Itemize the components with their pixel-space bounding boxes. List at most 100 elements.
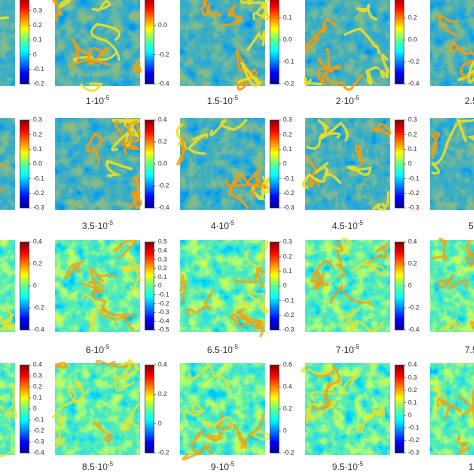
colorbar-tick-label: 0.1 bbox=[408, 146, 417, 153]
label-exponent: -5 bbox=[229, 221, 235, 227]
colorbar-tick-label: -0.3 bbox=[408, 205, 420, 212]
heatmap-image bbox=[429, 363, 474, 456]
colorbar: 0.4 0.2 0 -0.2 -0.4 bbox=[394, 239, 420, 334]
label-exponent: -5 bbox=[233, 345, 239, 351]
colorbar-scale bbox=[394, 119, 405, 209]
panel-row: 0.40.30.20.10-0.1-0.20.20.0-0.2-0.40.20.… bbox=[0, 0, 474, 106]
colorbar-tick-label: -0.1 bbox=[33, 175, 45, 182]
panel-label: 9·10-5 bbox=[211, 462, 235, 472]
label-exponent: -5 bbox=[229, 462, 235, 468]
colorbar-scale bbox=[394, 0, 405, 85]
colorbar-tick-label: -0.3 bbox=[283, 205, 295, 212]
heatmap-image bbox=[55, 239, 142, 334]
colorbar-tick-label: 0.0 bbox=[158, 22, 167, 29]
panel-label: 1· bbox=[468, 462, 474, 472]
colorbar-tick-label: 0.4 bbox=[33, 239, 42, 246]
colorbar-tick-label: -0.1 bbox=[33, 66, 45, 73]
label-base: 1·10 bbox=[86, 96, 104, 106]
label-base: 2·10 bbox=[336, 96, 354, 106]
colorbar-tick-label: 0.2 bbox=[33, 22, 42, 29]
colorbar: 0.4 0.3 0.2 0.1 0 -0.1 -0.2 -0.3 -0.4 bbox=[19, 362, 45, 457]
heatmap-image bbox=[300, 363, 390, 455]
heatmap-image bbox=[180, 363, 272, 461]
colorbar-tick-label: 0.4 bbox=[158, 362, 167, 369]
panel-label: 8.5·10-5 bbox=[82, 462, 114, 472]
colorbar-tick-label: 0.4 bbox=[408, 239, 417, 246]
panel-row: 0.3 0.2 0.1 0.0 -0.1 -0.2 -0.3 0.4 0.2 0.0 -0.2 -0.… bbox=[0, 117, 474, 231]
colorbar-tick-label: -0.2 bbox=[33, 305, 45, 312]
colorbar-tick-label: -0.1 bbox=[283, 59, 295, 66]
colorbar-scale bbox=[144, 241, 155, 331]
heatmap-image bbox=[175, 118, 272, 210]
colorbar-tick-label: 0.1 bbox=[408, 399, 417, 406]
colorbar: 0.40.20.0-0.2-0.4 bbox=[394, 0, 420, 88]
colorbar-tick-label: 0.6 bbox=[283, 362, 292, 369]
colorbar-tick-label: -0.2 bbox=[158, 300, 170, 307]
label-exponent: -5 bbox=[354, 96, 360, 102]
colorbar-tick-label: 0 bbox=[283, 161, 287, 168]
heatmap-image bbox=[178, 240, 269, 338]
colorbar-tick-label: -0.2 bbox=[408, 437, 420, 444]
colorbar-tick-label: 0 bbox=[158, 420, 162, 427]
colorbar-scale bbox=[144, 0, 155, 85]
label-base: 9.5·10 bbox=[332, 462, 358, 472]
colorbar: 0.3 0.2 0.1 0 -0.1 -0.2 -0.3 bbox=[269, 117, 295, 212]
colorbar-tick-label: -0.4 bbox=[158, 318, 170, 325]
colorbar-tick-label: 0 bbox=[408, 283, 412, 290]
panel-label: 4·10-5 bbox=[211, 221, 235, 231]
colorbar-tick-label: 0.0 bbox=[33, 161, 42, 168]
colorbar-scale bbox=[269, 119, 280, 209]
colorbar-tick-label: 0.1 bbox=[158, 274, 167, 281]
colorbar-tick-label: 0.0 bbox=[408, 37, 417, 44]
colorbar: 0.20.10.0-0.1-0.2 bbox=[269, 0, 295, 88]
heatmap-image bbox=[0, 363, 18, 458]
label-exponent: -5 bbox=[354, 345, 360, 351]
colorbar-tick-label: 0.2 bbox=[33, 261, 42, 268]
colorbar-tick-label: 0.2 bbox=[283, 253, 292, 260]
panel-label: 7.5· bbox=[465, 345, 474, 355]
heatmap-image bbox=[0, 0, 15, 86]
heatmap-image bbox=[303, 0, 390, 91]
colorbar-tick-label: -0.1 bbox=[408, 175, 420, 182]
heatmap-image bbox=[305, 237, 390, 333]
colorbar-tick-label: 0.2 bbox=[33, 131, 42, 138]
panel-label: 2.5· bbox=[465, 96, 474, 106]
colorbar-scale bbox=[269, 241, 280, 331]
colorbar-tick-label: -0.1 bbox=[158, 292, 170, 299]
colorbar: 0.5 0.40.3 0.2 0.1 0 -0.1-0.2 -0.3 -0.4 -0.5 bbox=[144, 239, 170, 334]
heatmap-image bbox=[55, 118, 143, 210]
colorbar-tick-label: 0.3 bbox=[158, 256, 167, 263]
colorbar-tick-label: -0.4 bbox=[33, 450, 45, 457]
colorbar: 0.3 0.2 0.1 0 -0.1 -0.2 -0.3 bbox=[394, 117, 420, 212]
colorbar-tick-label: 0.1 bbox=[283, 15, 292, 22]
colorbar-tick-label: 0.3 bbox=[408, 374, 417, 381]
colorbar-tick-label: 0.2 bbox=[158, 391, 167, 398]
colorbar-scale bbox=[394, 241, 405, 331]
colorbar-tick-label: 0.4 bbox=[33, 362, 42, 369]
colorbar-tick-label: 0.3 bbox=[33, 117, 42, 124]
label-exponent: -5 bbox=[104, 96, 110, 102]
label-base: 6·10 bbox=[86, 345, 104, 355]
colorbar-tick-label: -0.2 bbox=[408, 59, 420, 66]
colorbar-tick-label: 0.1 bbox=[283, 146, 292, 153]
colorbar-tick-label: -0.2 bbox=[408, 305, 420, 312]
panel-label: 4.5·10-5 bbox=[332, 221, 364, 231]
colorbar-tick-label: 0.0 bbox=[283, 37, 292, 44]
label-base: 3.5·10 bbox=[82, 221, 108, 231]
label-base: 2.5· bbox=[465, 96, 474, 106]
panel-label: 7·10-5 bbox=[336, 345, 360, 355]
colorbar-tick-label: 0.4 bbox=[408, 362, 417, 369]
heatmap-image bbox=[0, 118, 15, 210]
colorbar-tick-label: 0.5 bbox=[158, 239, 167, 246]
heatmap-image bbox=[52, 359, 140, 455]
colorbar-scale bbox=[19, 0, 30, 85]
colorbar-scale bbox=[144, 364, 155, 454]
colorbar-tick-label: -0.1 bbox=[283, 297, 295, 304]
colorbar-scale bbox=[394, 364, 405, 454]
label-exponent: -5 bbox=[108, 462, 114, 468]
colorbar-tick-label: -0.4 bbox=[408, 81, 420, 88]
colorbar-tick-label: -0.2 bbox=[283, 81, 295, 88]
panel-label: 5· bbox=[468, 221, 474, 231]
colorbar: 0.4 0.2 0 -0.2 -0.4 bbox=[19, 239, 45, 334]
colorbar: 0.6 0.4 0.2 0 -0.2 bbox=[269, 362, 295, 457]
